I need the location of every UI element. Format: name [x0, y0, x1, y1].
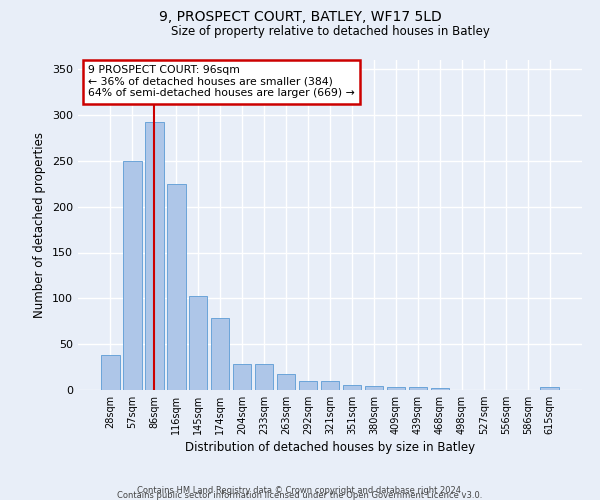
Y-axis label: Number of detached properties: Number of detached properties	[34, 132, 46, 318]
Text: 9, PROSPECT COURT, BATLEY, WF17 5LD: 9, PROSPECT COURT, BATLEY, WF17 5LD	[158, 10, 442, 24]
Bar	[167, 184, 185, 390]
Bar	[409, 387, 427, 390]
Bar	[101, 355, 119, 390]
Text: 9 PROSPECT COURT: 96sqm
← 36% of detached houses are smaller (384)
64% of semi-d: 9 PROSPECT COURT: 96sqm ← 36% of detache…	[88, 65, 355, 98]
Bar	[145, 122, 164, 390]
Bar	[123, 161, 142, 390]
Text: Contains HM Land Registry data © Crown copyright and database right 2024.: Contains HM Land Registry data © Crown c…	[137, 486, 463, 495]
Title: Size of property relative to detached houses in Batley: Size of property relative to detached ho…	[170, 25, 490, 38]
Bar	[189, 296, 208, 390]
Bar	[431, 388, 449, 390]
Bar	[233, 364, 251, 390]
X-axis label: Distribution of detached houses by size in Batley: Distribution of detached houses by size …	[185, 442, 475, 454]
Bar	[299, 381, 317, 390]
Bar	[541, 387, 559, 390]
Bar	[365, 386, 383, 390]
Text: Contains public sector information licensed under the Open Government Licence v3: Contains public sector information licen…	[118, 491, 482, 500]
Bar	[277, 374, 295, 390]
Bar	[386, 387, 405, 390]
Bar	[320, 381, 340, 390]
Bar	[343, 386, 361, 390]
Bar	[211, 318, 229, 390]
Bar	[255, 364, 274, 390]
